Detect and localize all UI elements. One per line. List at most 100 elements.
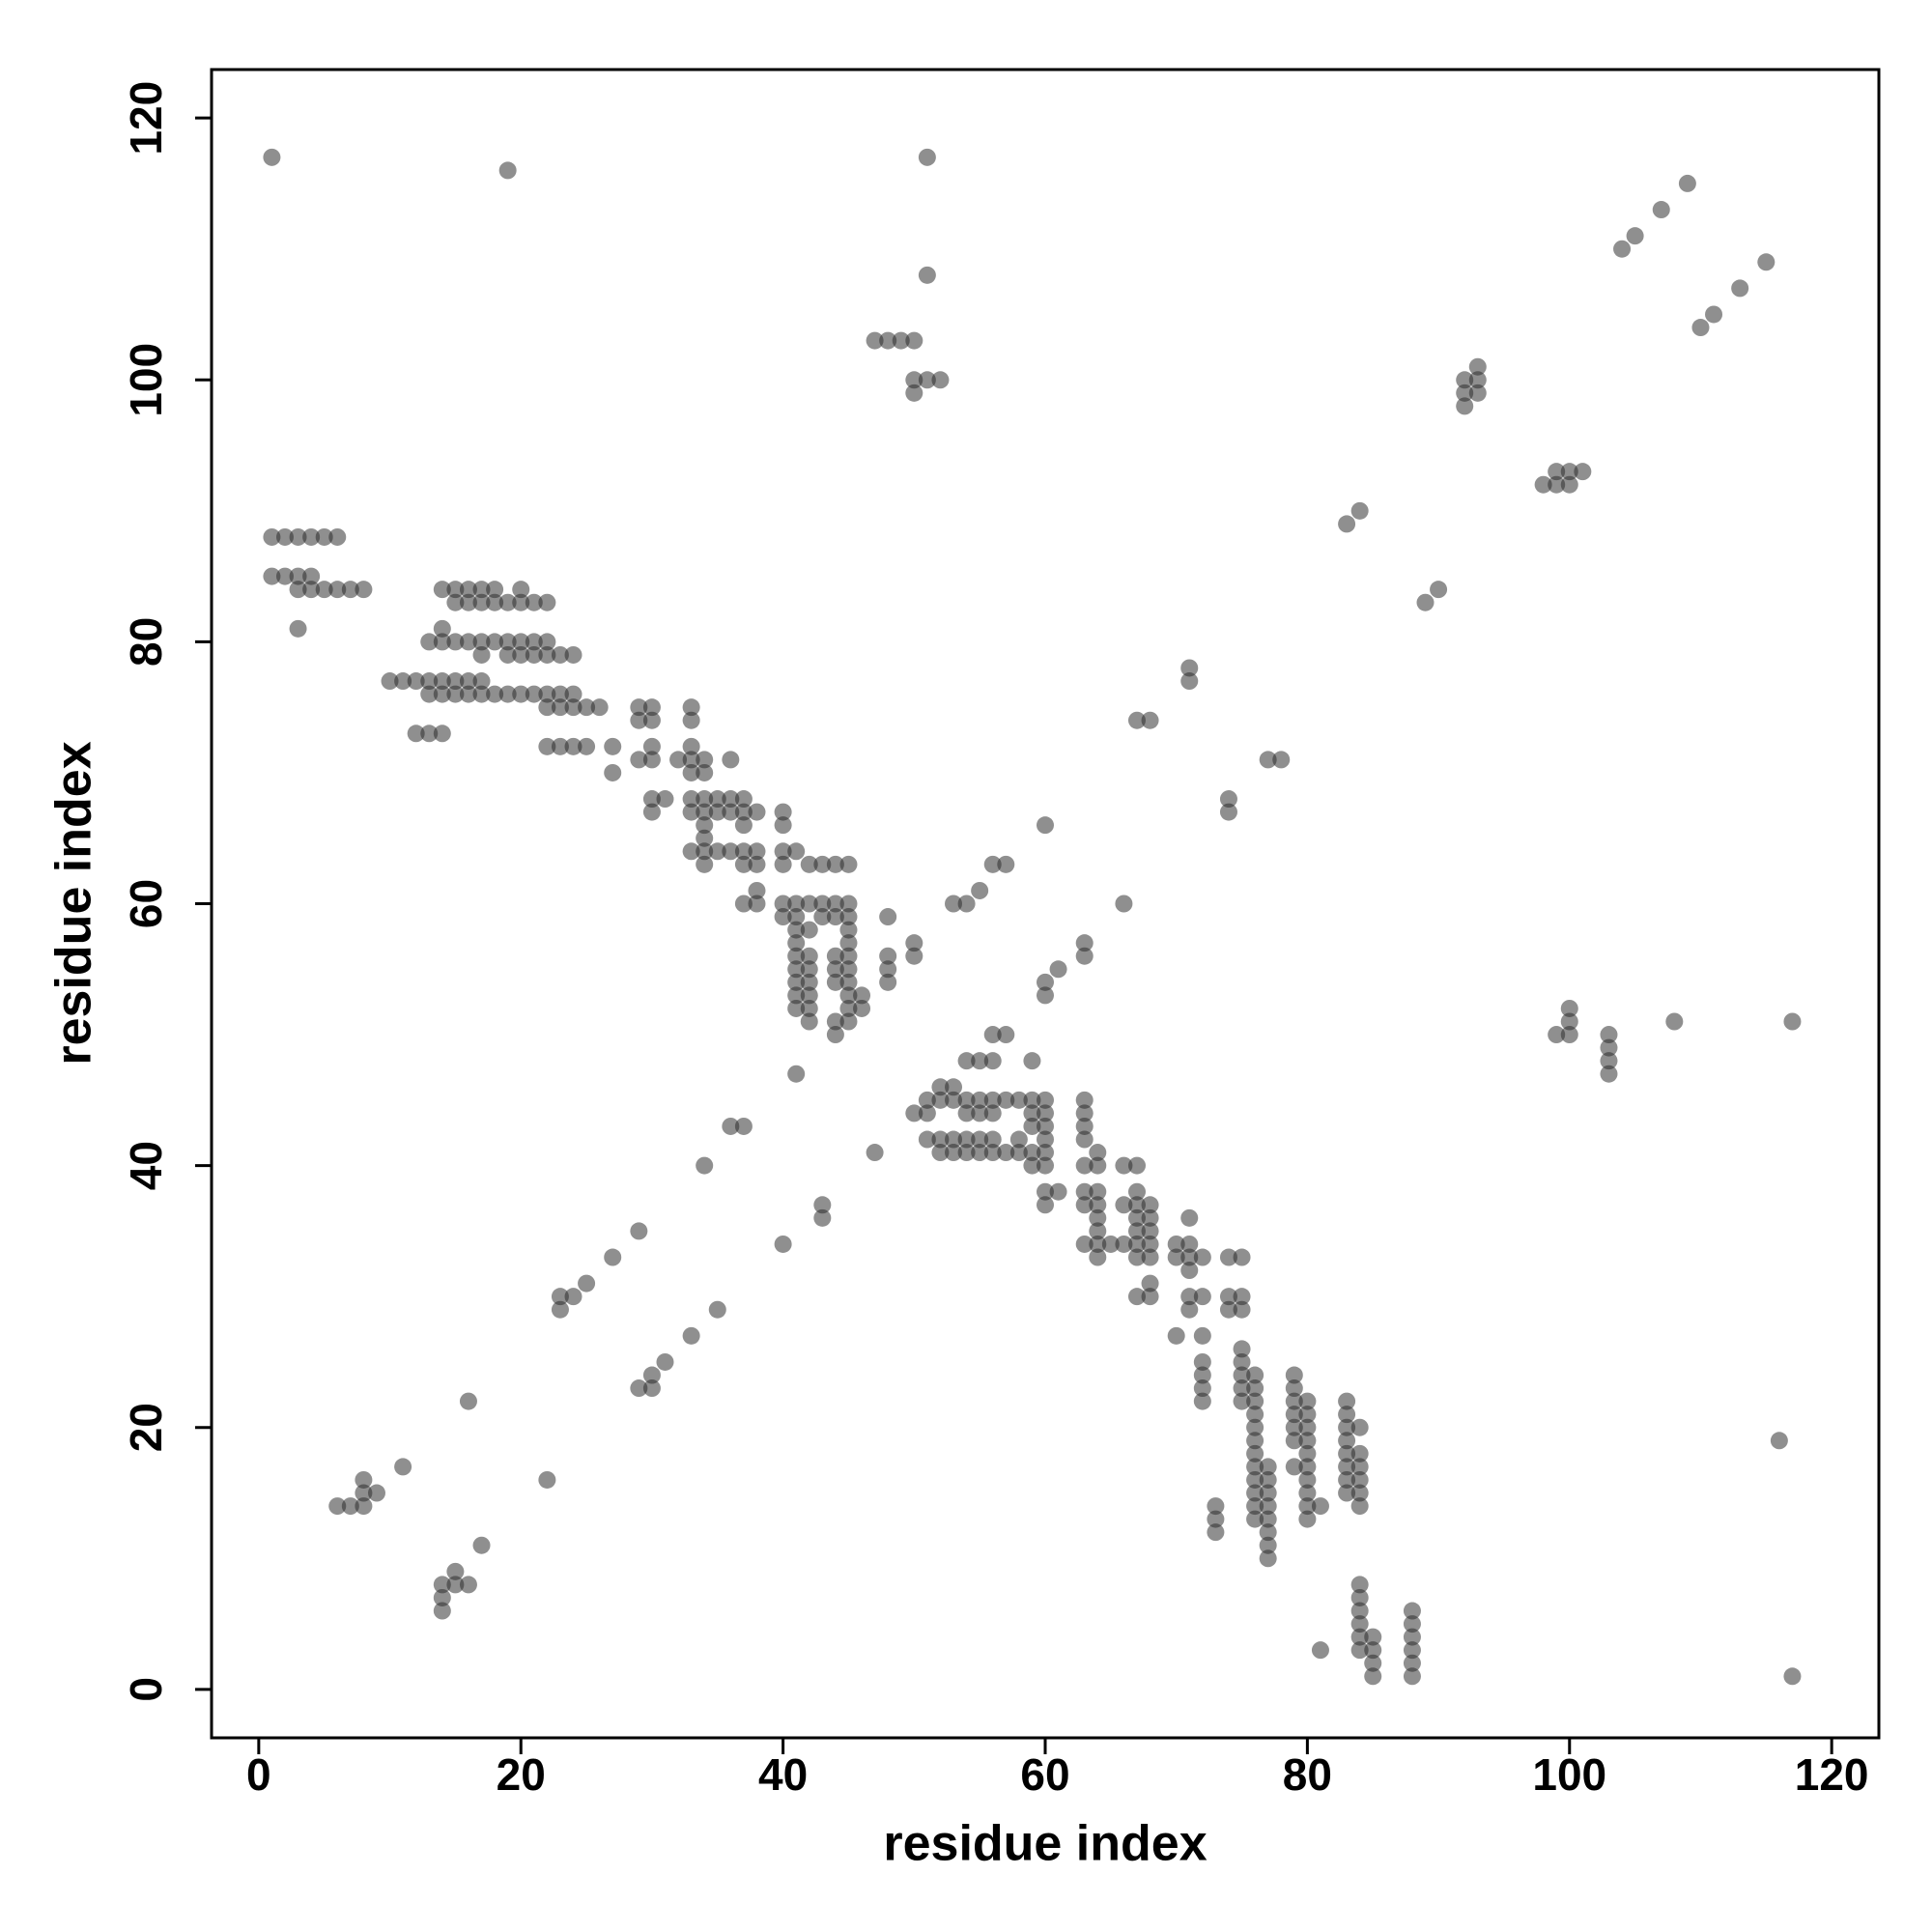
point [774, 855, 792, 873]
point [1037, 973, 1054, 991]
point [1259, 1549, 1277, 1568]
y-tick-label: 100 [121, 343, 171, 417]
point [696, 816, 714, 835]
point [722, 803, 740, 821]
point [1127, 1208, 1146, 1227]
point [708, 803, 726, 821]
point [1350, 1484, 1369, 1502]
point [1246, 1406, 1264, 1424]
point [1037, 1182, 1054, 1201]
point [1141, 1248, 1159, 1266]
point [1233, 1340, 1251, 1358]
point [446, 593, 465, 611]
point [538, 633, 556, 651]
point [630, 1222, 648, 1240]
point [1560, 1012, 1578, 1031]
point [971, 881, 989, 899]
point [1338, 1458, 1356, 1476]
point [839, 999, 858, 1017]
point [905, 947, 923, 965]
point [1167, 1248, 1185, 1266]
point [1037, 1156, 1054, 1175]
point [853, 986, 871, 1005]
point [787, 908, 806, 926]
plot-frame [210, 68, 1881, 1740]
point [892, 331, 910, 350]
point [787, 842, 806, 861]
point [997, 1026, 1015, 1044]
point [826, 1026, 844, 1044]
point [1468, 371, 1487, 389]
point [1193, 1392, 1211, 1410]
point [957, 1052, 976, 1070]
point [682, 790, 700, 809]
point [1193, 1366, 1211, 1384]
point [630, 711, 648, 729]
point [682, 803, 700, 821]
point [774, 908, 792, 926]
point [341, 1497, 359, 1516]
point [839, 908, 858, 926]
point [578, 698, 596, 717]
point [1259, 1484, 1277, 1502]
point [813, 1196, 832, 1214]
point [734, 855, 753, 873]
point [642, 711, 661, 729]
point [381, 672, 399, 691]
point [1246, 1366, 1264, 1384]
point [748, 855, 766, 873]
point [1298, 1392, 1317, 1410]
point [1298, 1497, 1317, 1516]
point [826, 960, 844, 979]
point [275, 567, 294, 585]
point [459, 1392, 477, 1410]
point [1338, 1432, 1356, 1450]
point [682, 698, 700, 717]
point [826, 973, 844, 991]
point [355, 1497, 373, 1516]
point [983, 1104, 1002, 1122]
point [656, 790, 674, 809]
point [905, 1104, 923, 1122]
point [800, 947, 818, 965]
point [459, 685, 477, 703]
point [551, 685, 569, 703]
point [997, 855, 1015, 873]
point [748, 842, 766, 861]
point [800, 855, 818, 873]
point [839, 986, 858, 1005]
point [1219, 1300, 1237, 1319]
point [774, 842, 792, 861]
point [1403, 1654, 1421, 1672]
point [1285, 1366, 1303, 1384]
point [1037, 1130, 1054, 1149]
point [1338, 1484, 1356, 1502]
point [1350, 1497, 1369, 1516]
point [1574, 463, 1592, 481]
point [682, 711, 700, 729]
point [642, 1379, 661, 1398]
point [486, 633, 504, 651]
x-tick-label: 40 [758, 1749, 808, 1800]
point [1089, 1182, 1107, 1201]
point [1141, 1235, 1159, 1253]
point [983, 1144, 1002, 1162]
point [1416, 593, 1435, 611]
x-tick-label: 100 [1532, 1749, 1606, 1800]
point [787, 999, 806, 1017]
point [1009, 1091, 1028, 1109]
point [472, 581, 491, 599]
point [1350, 1588, 1369, 1606]
point [931, 1091, 950, 1109]
point [839, 960, 858, 979]
point [1626, 227, 1644, 245]
point [551, 1300, 569, 1319]
point [578, 737, 596, 755]
point [578, 1274, 596, 1293]
point [866, 1144, 884, 1162]
point [1338, 1444, 1356, 1463]
point [1350, 1615, 1369, 1634]
point [1049, 1182, 1067, 1201]
point [1023, 1091, 1041, 1109]
point [787, 986, 806, 1005]
